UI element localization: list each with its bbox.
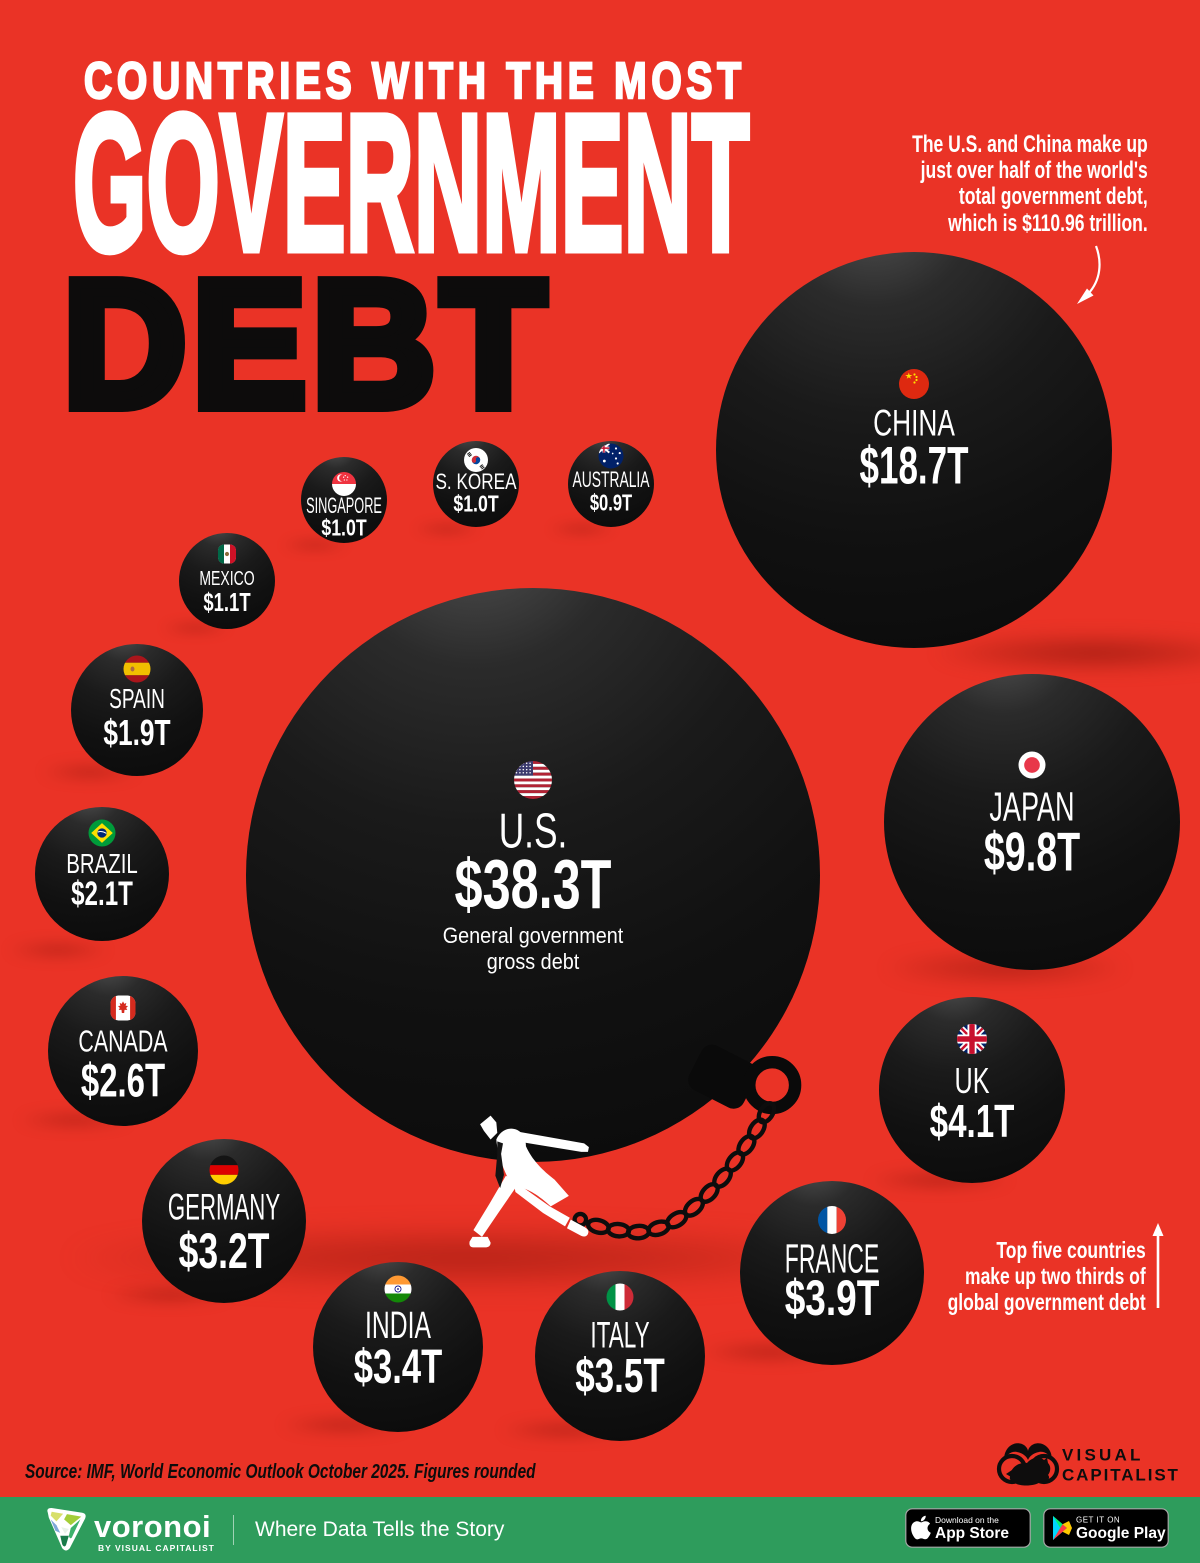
svg-text:GET IT ON: GET IT ON (1076, 1516, 1120, 1525)
svg-text:CAPITALIST: CAPITALIST (1062, 1466, 1180, 1485)
svg-text:Google Play: Google Play (1076, 1525, 1166, 1542)
svg-text:App Store: App Store (935, 1525, 1009, 1542)
svg-text:VISUAL: VISUAL (1062, 1446, 1144, 1465)
svg-text:Download on the: Download on the (935, 1515, 999, 1525)
